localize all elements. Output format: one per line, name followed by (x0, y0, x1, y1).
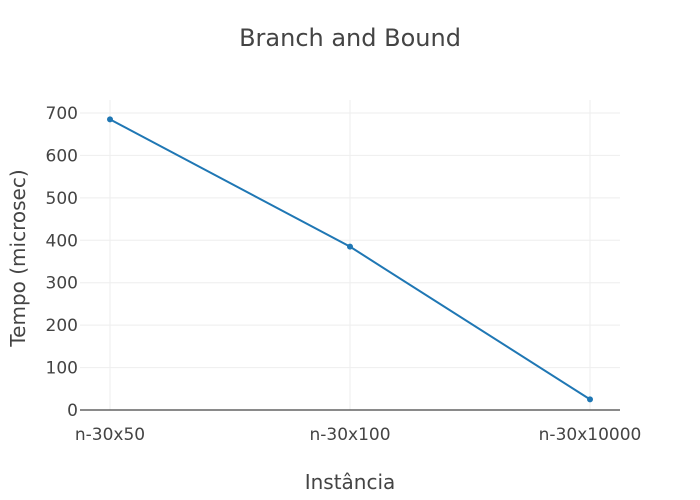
chart-title: Branch and Bound (239, 24, 461, 52)
x-tick-label: n-30x50 (75, 425, 145, 445)
data-point (107, 116, 113, 123)
y-tick-label: 300 (46, 274, 78, 294)
y-tick-label: 0 (67, 401, 78, 421)
y-tick-label: 400 (46, 231, 78, 251)
y-axis-title: Tempo (microsec) (6, 169, 30, 347)
data-point (347, 243, 353, 250)
x-axis-title: Instância (304, 470, 396, 494)
y-tick-label: 200 (46, 316, 78, 336)
x-tick-label: n-30x10000 (539, 425, 642, 445)
y-tick-label: 600 (46, 146, 78, 166)
data-point (587, 396, 593, 403)
y-tick-label: 500 (46, 189, 78, 209)
y-tick-label: 100 (46, 359, 78, 379)
y-tick-label: 700 (46, 104, 78, 124)
x-tick-label: n-30x100 (309, 425, 390, 445)
